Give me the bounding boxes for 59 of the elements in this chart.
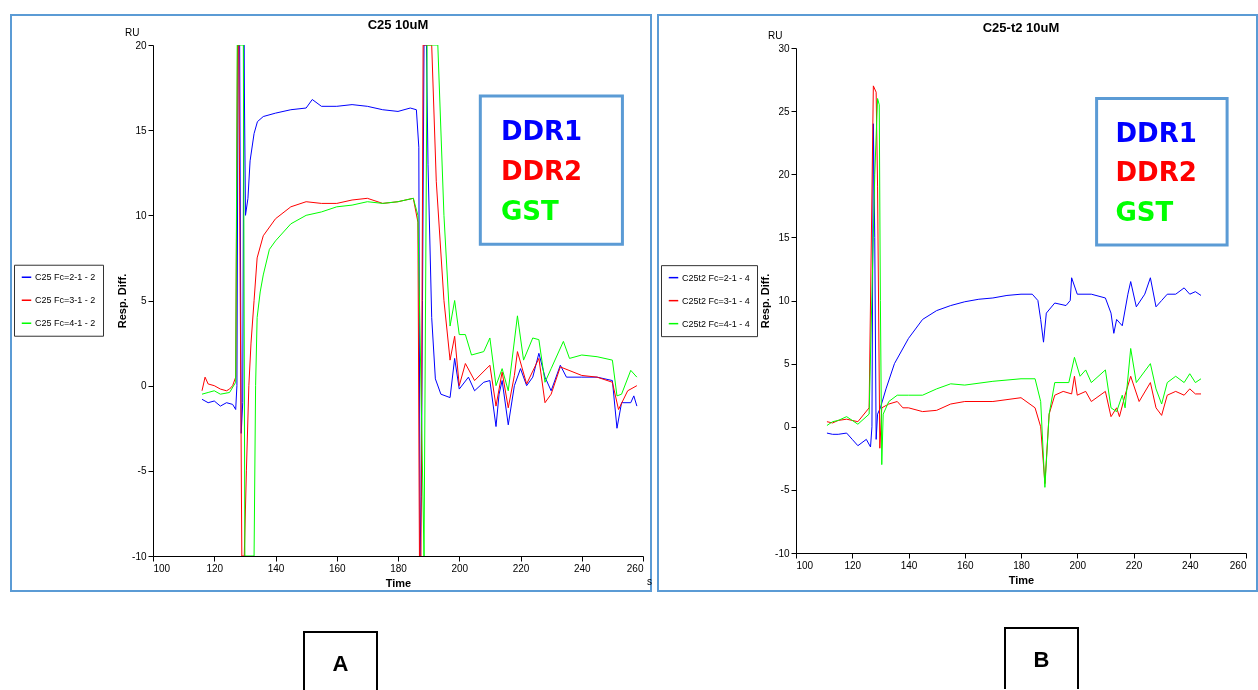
x-tick-label: 180 xyxy=(1013,559,1031,571)
x-axis-title: Time xyxy=(385,576,412,589)
x-tick-label: 140 xyxy=(900,559,918,571)
annotation: DDR2 xyxy=(500,155,583,186)
y-tick-label: 10 xyxy=(778,295,790,306)
y-tick-label: 25 xyxy=(778,105,790,117)
x-tick-label: 260 xyxy=(626,562,644,574)
legend-label: C25 Fc=3-1 - 2 xyxy=(35,295,96,306)
x-tick-label: 240 xyxy=(1181,559,1200,571)
y-tick-label: 0 xyxy=(140,380,147,392)
legend-label: C25t2 Fc=4-1 - 4 xyxy=(682,318,750,329)
text: B xyxy=(1004,627,1079,689)
x-tick-label: 260 xyxy=(1229,559,1247,571)
text: RU xyxy=(768,30,783,41)
annotation: GST xyxy=(1115,196,1174,227)
text: s xyxy=(647,576,652,587)
legend-label: C25 Fc=4-1 - 2 xyxy=(35,318,96,329)
x-tick-label: 200 xyxy=(1069,559,1087,571)
y-tick-label: -5 xyxy=(137,465,147,477)
x-tick-label: 160 xyxy=(956,559,975,571)
y-tick-label: -10 xyxy=(775,547,790,559)
x-tick-label: 180 xyxy=(390,562,408,574)
x-tick-label: 120 xyxy=(206,562,224,574)
y-tick-label: -10 xyxy=(132,550,147,562)
y-tick-label: 5 xyxy=(140,295,147,306)
x-tick-label: 160 xyxy=(328,562,347,574)
y-tick-label: 5 xyxy=(783,358,790,370)
line-series xyxy=(201,45,638,556)
y-tick-label: 15 xyxy=(135,124,147,136)
legend-label: C25 Fc=2-1 - 2 xyxy=(35,272,96,283)
y-tick-label: 20 xyxy=(778,168,790,180)
chart-title: C25-t2 10uM xyxy=(982,20,1060,35)
line-series xyxy=(826,123,1202,448)
annotation: GST xyxy=(500,195,559,226)
annotation: DDR2 xyxy=(1115,157,1197,188)
y-axis-title: Resp. Diff. xyxy=(759,273,772,329)
annotation: DDR1 xyxy=(500,115,583,146)
x-tick-label: 220 xyxy=(512,562,530,574)
y-tick-label: 10 xyxy=(135,209,147,221)
y-tick-label: 30 xyxy=(778,42,790,54)
legend-label: C25t2 Fc=2-1 - 4 xyxy=(682,272,750,283)
x-tick-label: 100 xyxy=(796,559,814,571)
y-tick-label: 20 xyxy=(135,39,147,51)
y-tick-label: 15 xyxy=(778,231,790,243)
chart-title: C25 10uM xyxy=(367,17,429,32)
x-tick-label: 200 xyxy=(451,562,469,574)
x-tick-label: 100 xyxy=(153,562,171,574)
text: A xyxy=(303,631,378,690)
y-axis-title: Resp. Diff. xyxy=(116,273,129,329)
annotation: DDR1 xyxy=(1115,117,1197,148)
x-tick-label: 140 xyxy=(267,562,285,574)
x-tick-label: 120 xyxy=(844,559,862,571)
x-tick-label: 220 xyxy=(1125,559,1143,571)
legend-label: C25t2 Fc=3-1 - 4 xyxy=(682,295,750,306)
text: RU xyxy=(125,27,140,38)
x-tick-label: 240 xyxy=(573,562,592,574)
y-tick-label: 0 xyxy=(783,421,790,433)
x-axis-title: Time xyxy=(1008,573,1035,586)
y-tick-label: -5 xyxy=(780,484,790,496)
